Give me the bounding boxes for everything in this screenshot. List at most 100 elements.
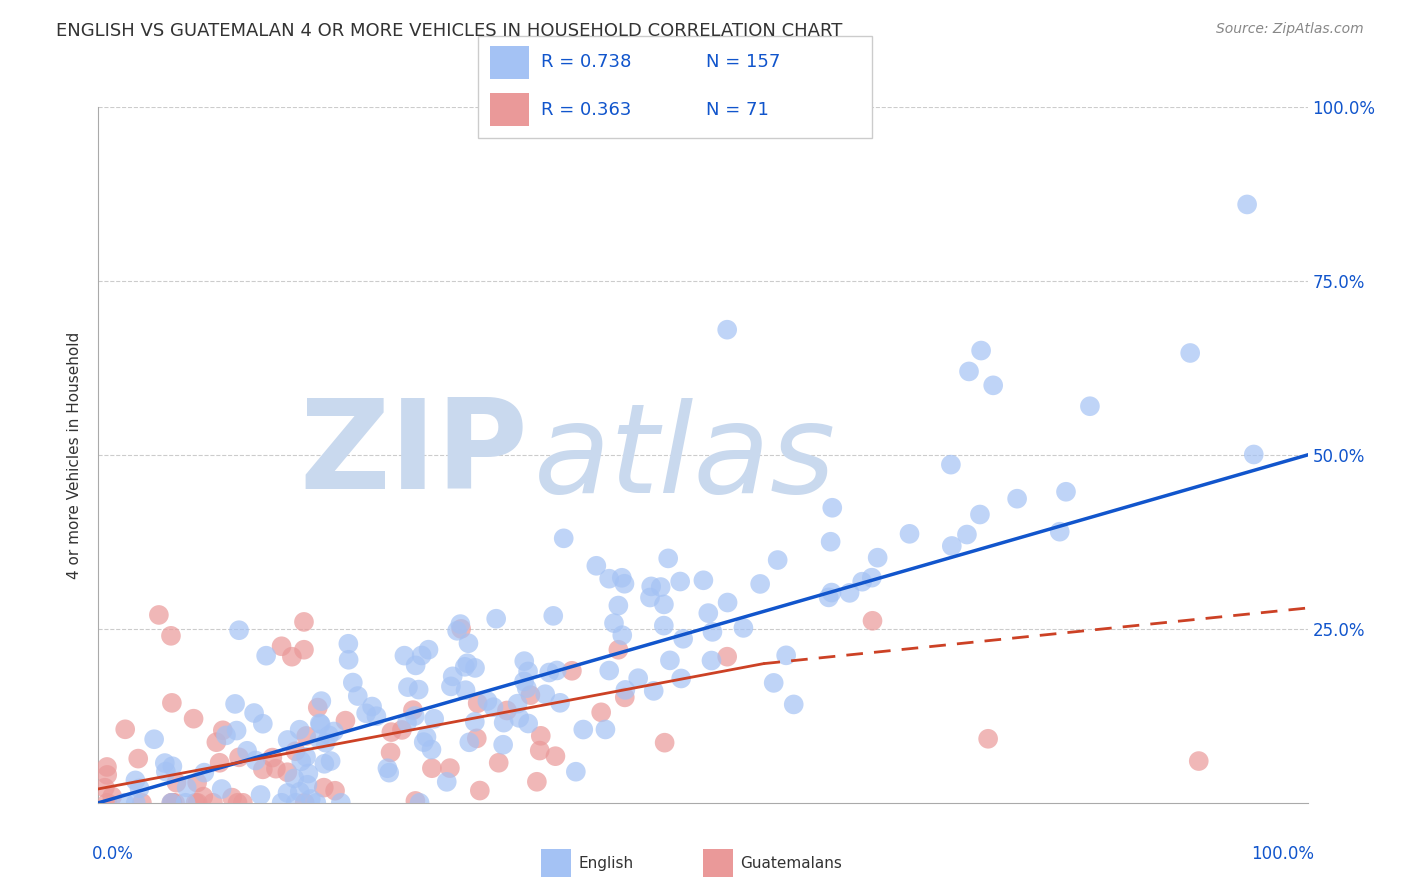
- Point: [513, 674, 536, 689]
- Point: [956, 527, 979, 541]
- Point: [187, 796, 209, 810]
- Text: Guatemalans: Guatemalans: [740, 855, 842, 871]
- Point: [408, 682, 430, 697]
- Point: [1180, 346, 1202, 360]
- Point: [598, 572, 620, 586]
- Point: [283, 772, 305, 786]
- Point: [276, 786, 298, 800]
- Point: [464, 661, 486, 675]
- Point: [153, 756, 176, 770]
- Point: [423, 712, 446, 726]
- Point: [526, 774, 548, 789]
- Point: [454, 683, 477, 698]
- Point: [155, 764, 177, 779]
- Point: [454, 660, 477, 674]
- Point: [276, 765, 298, 780]
- Text: ZIP: ZIP: [299, 394, 527, 516]
- Point: [252, 716, 274, 731]
- Point: [405, 658, 427, 673]
- Point: [866, 550, 889, 565]
- Point: [211, 782, 233, 797]
- Text: R = 0.738: R = 0.738: [541, 54, 631, 71]
- Point: [672, 632, 695, 646]
- Point: [284, 796, 307, 810]
- FancyBboxPatch shape: [703, 849, 734, 877]
- Point: [485, 612, 508, 626]
- Point: [297, 778, 319, 792]
- Point: [396, 680, 419, 694]
- Point: [380, 746, 402, 760]
- Point: [176, 780, 198, 795]
- Point: [101, 789, 124, 804]
- Point: [315, 736, 337, 750]
- Point: [516, 681, 538, 695]
- Point: [702, 624, 724, 639]
- Point: [252, 762, 274, 776]
- Point: [548, 696, 571, 710]
- Point: [612, 628, 634, 642]
- Point: [277, 733, 299, 747]
- Point: [534, 687, 557, 701]
- Point: [627, 671, 650, 685]
- Point: [488, 756, 510, 770]
- Point: [977, 731, 1000, 746]
- Point: [312, 780, 335, 795]
- Point: [820, 585, 842, 599]
- Point: [346, 689, 368, 703]
- Point: [323, 783, 346, 797]
- Point: [652, 618, 675, 632]
- Point: [456, 657, 478, 671]
- Point: [292, 642, 315, 657]
- Point: [860, 571, 883, 585]
- Point: [295, 750, 318, 764]
- Point: [305, 796, 328, 810]
- Point: [354, 706, 377, 721]
- Point: [148, 607, 170, 622]
- Point: [530, 729, 553, 743]
- Point: [1005, 491, 1028, 506]
- Text: atlas: atlas: [534, 398, 835, 519]
- Point: [439, 761, 461, 775]
- Point: [361, 699, 384, 714]
- Point: [162, 796, 184, 810]
- Point: [322, 724, 344, 739]
- Point: [262, 750, 284, 764]
- Point: [224, 697, 246, 711]
- Point: [183, 712, 205, 726]
- Point: [544, 749, 567, 764]
- Point: [716, 649, 738, 664]
- Point: [249, 788, 271, 802]
- Point: [657, 551, 679, 566]
- Point: [482, 700, 505, 714]
- Point: [749, 577, 772, 591]
- Point: [898, 526, 921, 541]
- Point: [969, 508, 991, 522]
- Point: [404, 709, 426, 723]
- Point: [591, 706, 613, 720]
- Point: [817, 591, 839, 605]
- Point: [700, 654, 723, 668]
- Point: [610, 571, 633, 585]
- Point: [458, 735, 481, 749]
- Text: English: English: [578, 855, 633, 871]
- Point: [1243, 448, 1265, 462]
- Point: [529, 743, 551, 757]
- Point: [766, 553, 789, 567]
- Point: [162, 796, 184, 810]
- Point: [184, 796, 207, 810]
- Point: [186, 775, 208, 789]
- Point: [561, 664, 583, 678]
- Point: [408, 796, 430, 810]
- Point: [165, 775, 187, 789]
- Point: [440, 679, 463, 693]
- Point: [378, 765, 401, 780]
- Point: [638, 591, 661, 605]
- Point: [654, 736, 676, 750]
- Point: [299, 792, 322, 806]
- Point: [377, 761, 399, 775]
- Point: [517, 716, 540, 731]
- Point: [270, 796, 292, 810]
- Text: N = 157: N = 157: [706, 54, 780, 71]
- Point: [862, 614, 884, 628]
- Point: [820, 534, 842, 549]
